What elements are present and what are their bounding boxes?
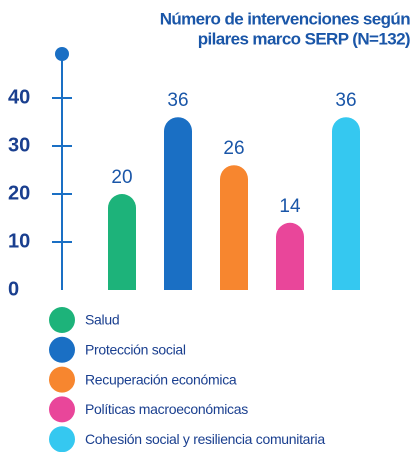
legend-swatch	[49, 426, 75, 452]
chart-title: pilares marco SERP (N=132)	[198, 29, 410, 48]
bar	[108, 194, 136, 290]
value-label: 14	[279, 196, 301, 217]
value-label: 20	[111, 167, 132, 188]
value-label: 26	[223, 138, 244, 159]
bar	[164, 117, 192, 290]
value-label: 36	[335, 90, 356, 111]
legend-swatch	[49, 366, 75, 393]
bar	[276, 222, 304, 290]
chart-title: Número de intervenciones según	[160, 9, 411, 28]
bar	[220, 165, 248, 290]
y-tick-label: 0	[8, 278, 19, 300]
legend-label: Recuperación económica	[85, 371, 237, 387]
legend-label: Cohesión social y resiliencia comunitari…	[85, 431, 325, 447]
legend-label: Políticas macroeconómicas	[85, 401, 248, 417]
bar	[332, 117, 360, 290]
legend-swatch	[49, 336, 75, 363]
legend-label: Salud	[85, 312, 119, 328]
legend-swatch	[49, 307, 75, 333]
y-tick-label: 10	[8, 230, 30, 252]
axis-cap	[55, 47, 69, 61]
value-label: 36	[167, 90, 188, 111]
y-tick-label: 30	[8, 134, 30, 156]
y-tick-label: 20	[8, 182, 30, 204]
y-tick-label: 40	[8, 86, 30, 108]
legend-swatch	[49, 396, 75, 423]
legend-label: Protección social	[85, 342, 186, 358]
